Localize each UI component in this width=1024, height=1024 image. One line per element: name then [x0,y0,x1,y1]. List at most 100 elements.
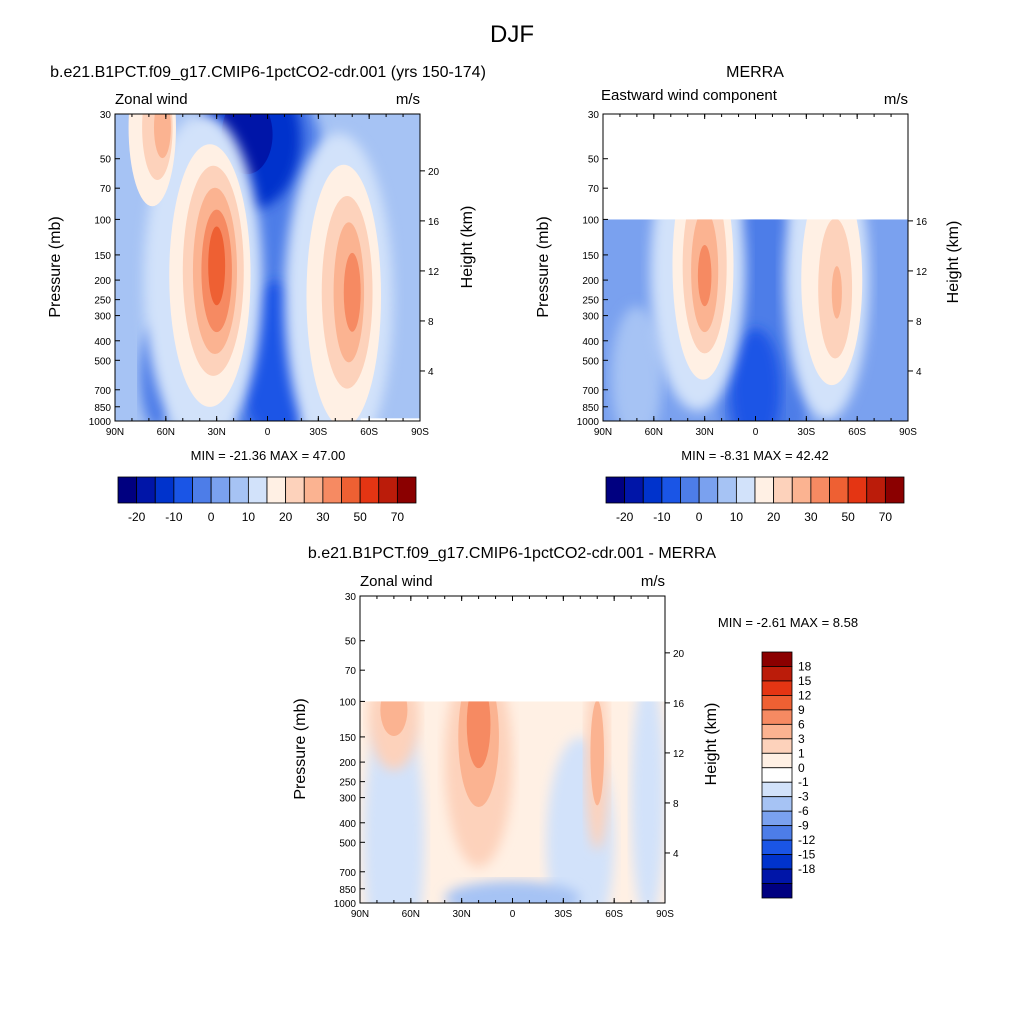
panel-difference-minmax: MIN = -2.61 MAX = 8.58 [718,615,858,630]
colorbar-box [761,796,793,812]
colorbar-box [173,476,193,504]
colorbar-label: -20 [128,510,146,524]
colorbar-box [285,476,305,504]
panel-merra-left-string: Eastward wind component [601,87,778,104]
x-tick-label: 60S [360,427,378,438]
colorbar-label: -15 [798,848,816,862]
y2-tick-label: 4 [428,367,434,378]
colorbar-box [210,476,231,504]
colorbar-box [247,476,268,504]
y2-tick-label: 16 [916,217,928,228]
y-tick-label: 50 [345,637,357,648]
colorbar-label: -6 [798,804,809,818]
y-tick-label: 30 [100,110,112,121]
colorbar-label: 10 [242,510,256,524]
colorbar-label: 20 [279,510,293,524]
colorbar-box [761,825,793,841]
colorbar-box [761,723,793,740]
y-tick-label: 200 [94,276,111,287]
colorbar-label: 1 [798,746,805,760]
colorbar-box [605,476,626,504]
y-tick-label: 150 [94,251,111,262]
colorbar-label: 18 [798,659,812,673]
colorbar-box [761,810,793,827]
panel-merra-y2label: Height (km) [945,221,962,304]
panel-model-left-string: Zonal wind [115,91,188,108]
x-tick-label: 60N [402,909,420,920]
y-tick-label: 500 [94,356,111,367]
panel-difference-y2label: Height (km) [703,703,720,786]
panel-model-right-string: m/s [396,91,420,108]
panel-difference-right-string: m/s [641,573,665,590]
colorbar-label: -18 [798,862,816,876]
colorbar-label: -10 [165,510,183,524]
y-tick-label: 850 [582,403,599,414]
colorbar-label: 15 [798,674,812,688]
colorbar-label: 50 [841,510,855,524]
colorbar-label: -9 [798,819,809,833]
x-tick-label: 30S [797,427,815,438]
y2-tick-label: 4 [673,849,679,860]
colorbar-label: -3 [798,790,809,804]
panel-model-minmax: MIN = -21.36 MAX = 47.00 [191,448,346,463]
colorbar-box [761,868,793,884]
colorbar-box [829,476,849,504]
colorbar-box [761,781,793,798]
colorbar-label: 30 [804,510,818,524]
colorbar-box [359,476,380,504]
x-tick-label: 90S [656,909,674,920]
y-tick-label: 200 [339,758,356,769]
y-tick-label: 50 [100,155,112,166]
panel-merra: MERRA Eastward wind component m/s 30 50 70… [535,64,962,524]
y-tick-label: 100 [582,215,599,226]
y-tick-label: 400 [582,337,599,348]
x-tick-label: 0 [753,427,759,438]
y2-tick-label: 4 [916,367,922,378]
y-tick-label: 200 [582,276,599,287]
colorbar-box [698,476,719,504]
colorbar-box [303,476,324,504]
panel-difference: b.e21.B1PCT.f09_g17.CMIP6-1pctCO2-cdr.00… [292,545,858,920]
panel-merra-right-string: m/s [884,91,908,108]
y-tick-label: 250 [339,778,356,789]
y-tick-label: 1000 [334,899,357,910]
panel-merra-contour-field [603,114,908,421]
panel-difference-title: b.e21.B1PCT.f09_g17.CMIP6-1pctCO2-cdr.00… [308,545,717,562]
y-tick-label: 50 [588,155,600,166]
colorbar-label: 12 [798,688,812,702]
y2-tick-label: 20 [428,167,440,178]
y2-tick-label: 16 [673,699,685,710]
y-tick-label: 500 [582,356,599,367]
y2-tick-label: 8 [673,799,679,810]
colorbar-label: 3 [798,732,805,746]
colorbar-box [761,839,793,855]
y-tick-label: 850 [94,403,111,414]
colorbar-box [761,854,793,870]
y-tick-label: 30 [345,592,357,603]
colorbar-label: 50 [353,510,367,524]
x-tick-label: 0 [265,427,271,438]
panel-model-colorbar: -20 -10 0 10 20 30 50 70 [117,476,417,524]
x-tick-label: 90N [106,427,124,438]
colorbar-box [735,476,756,504]
panel-model-title: b.e21.B1PCT.f09_g17.CMIP6-1pctCO2-cdr.00… [50,64,486,81]
colorbar-label: 0 [208,510,215,524]
colorbar-label: 9 [798,703,805,717]
x-tick-label: 60S [848,427,866,438]
colorbar-box [266,476,287,504]
colorbar-label: 70 [391,510,405,524]
colorbar-box [847,476,868,504]
x-tick-label: 30S [554,909,572,920]
x-tick-label: 90S [899,427,917,438]
y-tick-label: 150 [582,251,599,262]
y-tick-label: 70 [345,666,357,677]
colorbar-label: -12 [798,833,816,847]
panel-merra-colorbar: -20 -10 0 10 20 30 50 70 [605,476,905,524]
colorbar-label: 10 [730,510,744,524]
x-tick-label: 90N [351,909,369,920]
y-tick-label: 700 [339,868,356,879]
colorbar-box [761,767,793,783]
y2-tick-label: 16 [428,217,440,228]
colorbar-box [761,709,793,725]
